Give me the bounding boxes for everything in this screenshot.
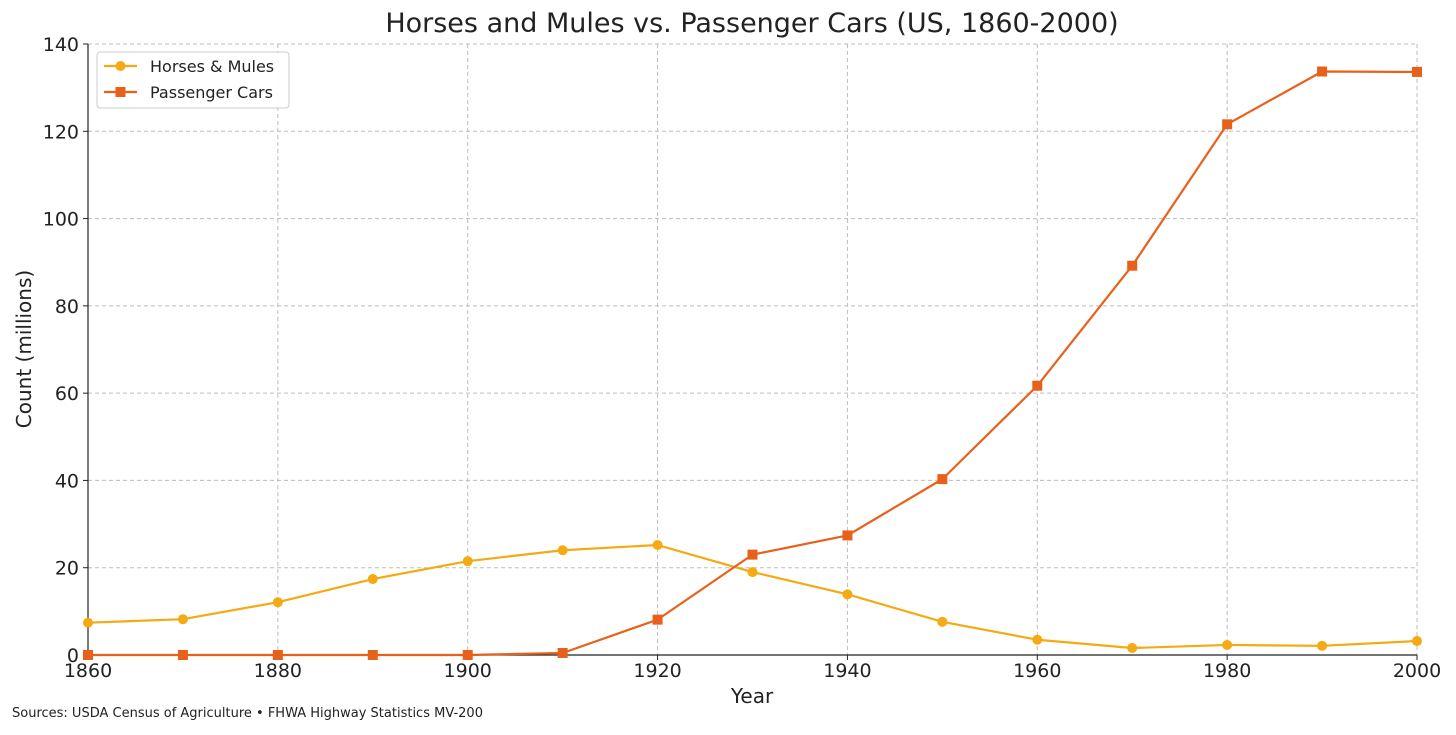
data-point bbox=[842, 530, 853, 541]
data-point bbox=[557, 545, 568, 556]
x-tick-label: 2000 bbox=[1393, 660, 1441, 682]
y-tick-label: 140 bbox=[43, 34, 79, 56]
data-point bbox=[1317, 66, 1328, 77]
x-tick-label: 1880 bbox=[254, 660, 302, 682]
series-line bbox=[87, 543, 1418, 650]
data-point bbox=[652, 540, 663, 551]
x-tick-label: 1960 bbox=[1013, 660, 1061, 682]
tick-labels: 1860 1880 1900 1920 1940 1960 1980 2000 0 20 40 60 8… bbox=[43, 34, 1441, 682]
data-point bbox=[272, 650, 283, 660]
data-point bbox=[1222, 119, 1233, 130]
y-axis-title: Count (millions) bbox=[12, 270, 36, 428]
y-tick-label: 40 bbox=[55, 470, 79, 492]
legend-item: Passenger Cars bbox=[104, 83, 273, 102]
data-point bbox=[1222, 639, 1233, 650]
y-tick-label: 0 bbox=[67, 645, 79, 667]
x-tick-label: 1920 bbox=[633, 660, 681, 682]
data-point bbox=[272, 597, 283, 608]
series-layer bbox=[83, 66, 1422, 660]
data-point bbox=[557, 647, 568, 658]
data-point bbox=[462, 556, 473, 567]
data-point bbox=[1032, 380, 1043, 391]
x-tick-label: 1860 bbox=[64, 660, 112, 682]
data-point bbox=[652, 614, 663, 625]
data-point bbox=[367, 650, 378, 660]
data-point bbox=[747, 549, 758, 560]
y-tick-label: 80 bbox=[55, 296, 79, 318]
legend-marker bbox=[115, 61, 126, 71]
y-tick-label: 120 bbox=[43, 121, 79, 143]
data-point bbox=[1317, 640, 1328, 651]
data-point bbox=[462, 649, 473, 660]
data-point bbox=[83, 650, 93, 660]
x-axis-title: Year bbox=[730, 684, 774, 708]
data-point bbox=[177, 614, 188, 625]
data-point bbox=[367, 574, 378, 585]
x-tick-label: 1900 bbox=[444, 660, 492, 682]
data-point bbox=[1127, 260, 1138, 271]
legend: Horses & Mules Passenger Cars bbox=[96, 51, 290, 109]
source-note: Sources: USDA Census of Agriculture • FH… bbox=[12, 706, 483, 721]
data-point bbox=[1127, 643, 1138, 654]
chart-title: Horses and Mules vs. Passenger Cars (US,… bbox=[385, 8, 1118, 39]
legend-box bbox=[96, 51, 290, 109]
data-point bbox=[937, 474, 948, 485]
data-point bbox=[842, 589, 853, 600]
legend-label: Horses & Mules bbox=[150, 57, 274, 76]
data-point bbox=[937, 616, 948, 627]
x-tick-label: 1940 bbox=[823, 660, 871, 682]
legend-item: Horses & Mules bbox=[104, 57, 274, 76]
legend-label: Passenger Cars bbox=[150, 83, 273, 102]
series-1 bbox=[83, 66, 1422, 660]
data-point bbox=[1412, 636, 1422, 647]
y-tick-label: 100 bbox=[43, 209, 79, 231]
y-tick-label: 60 bbox=[55, 383, 79, 405]
legend-marker bbox=[115, 87, 126, 97]
series-0 bbox=[83, 540, 1422, 654]
x-tick-label: 1980 bbox=[1203, 660, 1251, 682]
data-point bbox=[1412, 66, 1422, 77]
grid bbox=[87, 43, 1418, 656]
y-tick-label: 20 bbox=[55, 558, 79, 580]
data-point bbox=[177, 650, 188, 660]
data-point bbox=[1032, 634, 1043, 645]
data-point bbox=[747, 567, 758, 578]
data-point bbox=[83, 617, 93, 628]
